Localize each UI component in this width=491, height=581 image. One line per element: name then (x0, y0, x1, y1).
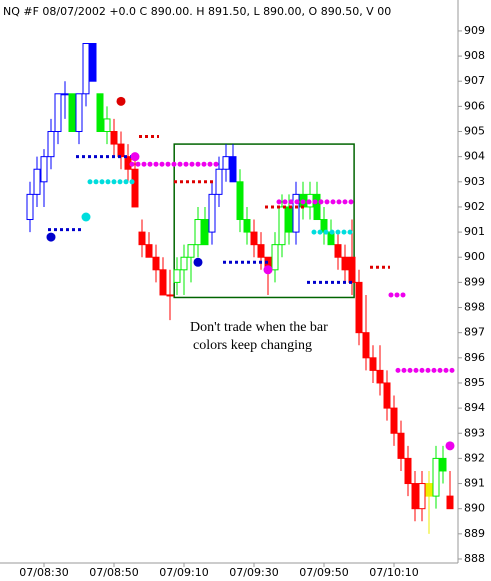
candle-body (432, 457, 440, 497)
candle-body (341, 256, 349, 271)
y-tick-label: 897 (464, 326, 485, 339)
candle-body (236, 181, 244, 221)
y-tick-label: 900 (464, 250, 485, 263)
y-tick-label: 896 (464, 351, 485, 364)
candle-body (110, 131, 118, 145)
y-tick-label: 901 (464, 225, 485, 238)
candle-body (166, 294, 174, 297)
y-tick-label: 894 (464, 401, 485, 414)
x-tick-label: 07/09:10 (159, 566, 208, 579)
candle-body (362, 332, 370, 359)
candle-body (348, 256, 356, 283)
annotation-box (173, 143, 355, 299)
indicator-dot (81, 212, 91, 222)
candle-body (215, 168, 223, 195)
candle-body (54, 93, 62, 133)
candle-body (26, 193, 34, 221)
candle-body (313, 193, 321, 221)
candle-body (390, 407, 398, 434)
y-tick-label: 909 (464, 24, 485, 37)
candle-body (96, 93, 104, 133)
y-tick-label: 906 (464, 99, 485, 112)
y-tick-label: 903 (464, 175, 485, 188)
candle-body (229, 156, 237, 183)
candle-body (243, 219, 251, 233)
candle-body (376, 369, 384, 384)
candle-body (61, 93, 69, 96)
candle-body (103, 118, 111, 133)
candle-body (334, 244, 342, 258)
candle-body (138, 231, 146, 246)
y-tick-label: 907 (464, 74, 485, 87)
candle-body (173, 269, 181, 283)
candle-body (117, 143, 125, 158)
candle-body (194, 219, 202, 246)
x-tick-label: 07/08:30 (19, 566, 68, 579)
y-tick-label: 899 (464, 275, 485, 288)
indicator-dot (193, 257, 203, 267)
candle-body (222, 156, 230, 170)
indicator-dot (445, 441, 455, 451)
candle-body (369, 357, 377, 371)
candle-body (82, 43, 90, 95)
candle-body (292, 193, 300, 233)
indicator-dot (116, 96, 126, 106)
candle-body (159, 269, 167, 296)
x-tick-label: 07/09:30 (229, 566, 278, 579)
candle-body (68, 93, 76, 133)
candle-body (250, 231, 258, 246)
y-tick-label: 889 (464, 527, 485, 540)
candle-body (75, 93, 83, 133)
candle-body (271, 244, 279, 271)
x-tick-label: 07/10:10 (369, 566, 418, 579)
y-tick-label: 908 (464, 49, 485, 62)
candle-body (411, 483, 419, 510)
y-tick-label: 898 (464, 301, 485, 314)
candle-body (278, 206, 286, 246)
y-tick-label: 890 (464, 502, 485, 515)
annotation: Don't trade when the bar (190, 320, 328, 335)
y-tick-label: 888 (464, 552, 485, 565)
y-tick-label: 902 (464, 200, 485, 213)
y-tick-label: 904 (464, 150, 485, 163)
candle-body (208, 193, 216, 233)
candle-body (180, 256, 188, 271)
y-tick-label: 905 (464, 125, 485, 138)
y-tick-label: 892 (464, 451, 485, 464)
candle-body (446, 495, 454, 510)
candle-body (201, 219, 209, 246)
candle-body (187, 244, 195, 258)
indicator-dot (130, 152, 140, 162)
candle-body (257, 244, 265, 258)
y-tick-label: 895 (464, 376, 485, 389)
candle-body (383, 382, 391, 409)
indicator-dot (263, 265, 273, 275)
candle-body (33, 168, 41, 195)
candle-body (418, 483, 426, 510)
indicator-dot (46, 232, 56, 242)
candle-body (439, 457, 447, 472)
candle-body (425, 483, 433, 497)
candle-body (404, 457, 412, 485)
candle-body (152, 256, 160, 271)
candle-body (40, 156, 48, 183)
x-tick-label: 07/09:50 (299, 566, 348, 579)
x-tick-label: 07/08:50 (89, 566, 138, 579)
y-tick-label: 893 (464, 426, 485, 439)
candle-body (397, 432, 405, 459)
candle-body (285, 206, 293, 233)
candle-body (89, 43, 97, 82)
candle-body (131, 168, 139, 208)
candle-body (355, 281, 363, 334)
y-tick-label: 891 (464, 477, 485, 490)
annotation: colors keep changing (193, 338, 312, 353)
candle-body (47, 131, 55, 158)
candle-body (145, 244, 153, 258)
chart-title: NQ #F 08/07/2002 +0.0 C 890.00. H 891.50… (3, 5, 391, 18)
